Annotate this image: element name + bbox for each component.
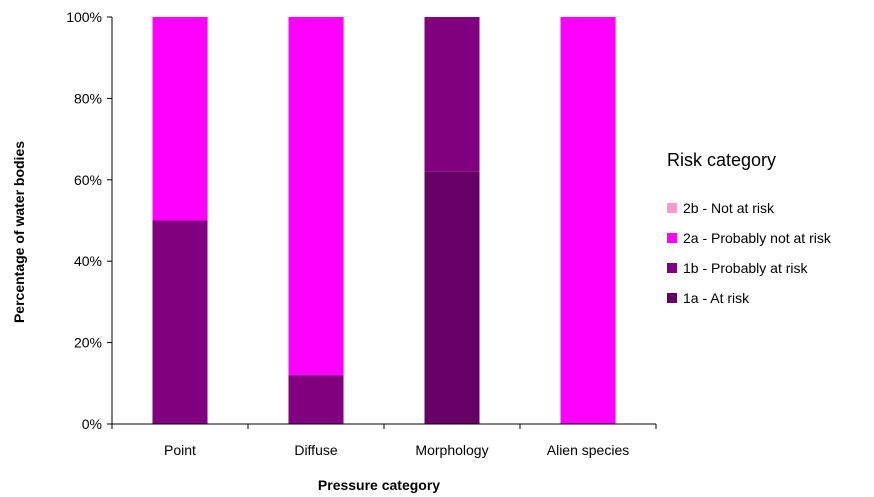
legend-swatch [667,263,677,273]
legend: Risk category 2b - Not at risk 2a - Proba… [667,150,832,306]
legend-label: 1a - At risk [683,290,750,306]
bar-segment-point-1 [152,220,208,424]
y-tick-label: 40% [74,253,102,269]
plot-area [152,17,616,424]
x-tick-label: Morphology [415,442,488,458]
bar-segment-morphology-1 [424,17,480,172]
y-tick-label: 20% [74,335,102,351]
y-tick-label: 0% [82,416,102,432]
x-axis: Point Diffuse Morphology Alien species [111,423,657,458]
bar-segment-alien-species-2 [560,17,616,424]
y-tick-label: 80% [74,90,102,106]
legend-label: 2a - Probably not at risk [683,230,832,246]
y-axis: 0% 20% 40% 60% 80% 100% [66,9,113,432]
bar-segment-diffuse-2 [288,17,344,376]
y-axis-title: Percentage of water bodies [11,141,27,323]
legend-swatch [667,203,677,213]
x-tick-label: Alien species [547,442,630,458]
legend-swatch [667,233,677,243]
x-tick-label: Diffuse [294,442,338,458]
bar-segment-point-2 [152,17,208,221]
bar-segment-diffuse-1 [288,375,344,424]
legend-label: 2b - Not at risk [683,200,775,216]
x-tick-label: Point [164,442,196,458]
bar-segment-morphology-0 [424,171,480,424]
legend-label: 1b - Probably at risk [683,260,808,276]
legend-title: Risk category [667,150,776,170]
x-axis-title: Pressure category [318,477,440,493]
legend-swatch [667,293,677,303]
y-tick-label: 100% [66,9,102,25]
y-tick-label: 60% [74,172,102,188]
